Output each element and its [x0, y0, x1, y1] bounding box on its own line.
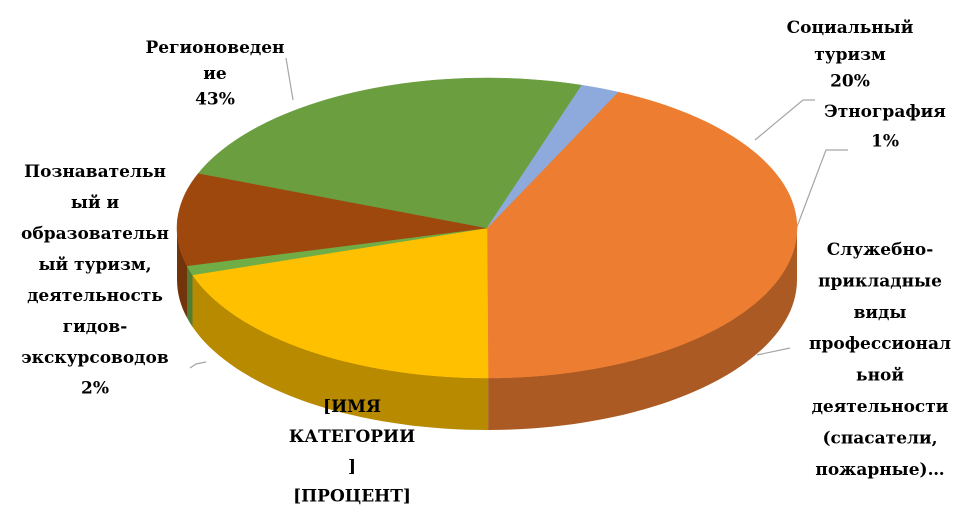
slice-side [192, 274, 489, 430]
label-line: профессионал [809, 334, 951, 354]
label-line: ] [348, 457, 356, 477]
leader-line [794, 149, 848, 233]
label-line: экскурсоводов [21, 348, 169, 368]
slice-label: [ИМЯ КАТЕГОРИИ] [289, 397, 415, 477]
slice [197, 77, 583, 229]
label-line: прикладные [818, 271, 942, 291]
slice [192, 227, 489, 379]
label-line: ый туризм, [38, 255, 151, 275]
pie-sides [177, 228, 797, 430]
label-line: туризм [814, 45, 886, 65]
leader-lines [189, 57, 848, 369]
label-line: пожарные)… [815, 459, 944, 479]
value-label: [ПРОЦЕНТ] [293, 487, 411, 507]
slice-side [488, 228, 797, 430]
label-line: Служебно- [827, 240, 934, 260]
label-line: [ИМЯ [323, 397, 381, 417]
leader-line [756, 347, 791, 356]
slice-label: Этнография [824, 102, 946, 122]
label-line: ьной [856, 365, 904, 385]
leader-line [285, 57, 294, 101]
label-line: ый и [71, 193, 120, 213]
label-line: Этнография [824, 102, 946, 122]
slice [486, 91, 798, 379]
label-line: ие [203, 64, 227, 84]
leader-line [189, 361, 207, 369]
label-line: Социальный [787, 18, 914, 38]
slice-label: Социальный туризм [787, 18, 914, 65]
label-line: деятельности [812, 397, 949, 417]
value-label: 2% [81, 379, 109, 399]
slice-label: Служебно-прикладные виды профессионал ьной д… [809, 240, 951, 480]
label-line: КАТЕГОРИИ [289, 427, 415, 447]
label-line: виды [854, 302, 907, 322]
pie-tops [176, 77, 798, 379]
slice-label: Познавательн ый и образовательн ый туризм, д… [21, 162, 169, 368]
label-line: деятельность [27, 286, 163, 306]
label-line: (спасатели, [822, 428, 937, 448]
slice [486, 84, 619, 229]
slice-side [187, 265, 193, 327]
label-line: Познавательн [24, 162, 166, 182]
label-line: гидов- [63, 317, 128, 337]
slice-label: Регионоведен ие [146, 38, 285, 84]
slice [176, 173, 488, 267]
value-label: 1% [871, 132, 899, 152]
slice-side [177, 228, 187, 318]
value-label: 43% [195, 90, 235, 110]
value-label: 20% [830, 72, 870, 92]
label-line: Регионоведен [146, 38, 285, 58]
label-line: образовательн [21, 224, 169, 244]
leader-line [754, 99, 815, 141]
